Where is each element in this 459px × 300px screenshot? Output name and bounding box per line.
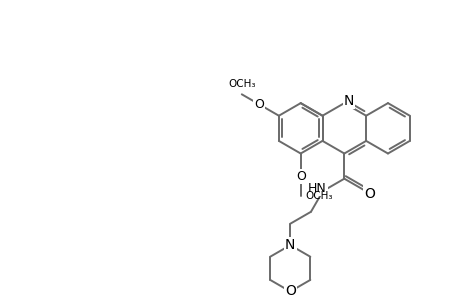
Text: N: N <box>285 238 295 252</box>
Text: O: O <box>364 187 375 201</box>
Text: O: O <box>284 284 295 298</box>
Text: OCH₃: OCH₃ <box>228 80 255 89</box>
Text: O: O <box>253 98 263 111</box>
Text: HN: HN <box>307 182 326 195</box>
Text: N: N <box>343 94 353 108</box>
Text: OCH₃: OCH₃ <box>305 191 332 201</box>
Text: O: O <box>295 170 305 183</box>
